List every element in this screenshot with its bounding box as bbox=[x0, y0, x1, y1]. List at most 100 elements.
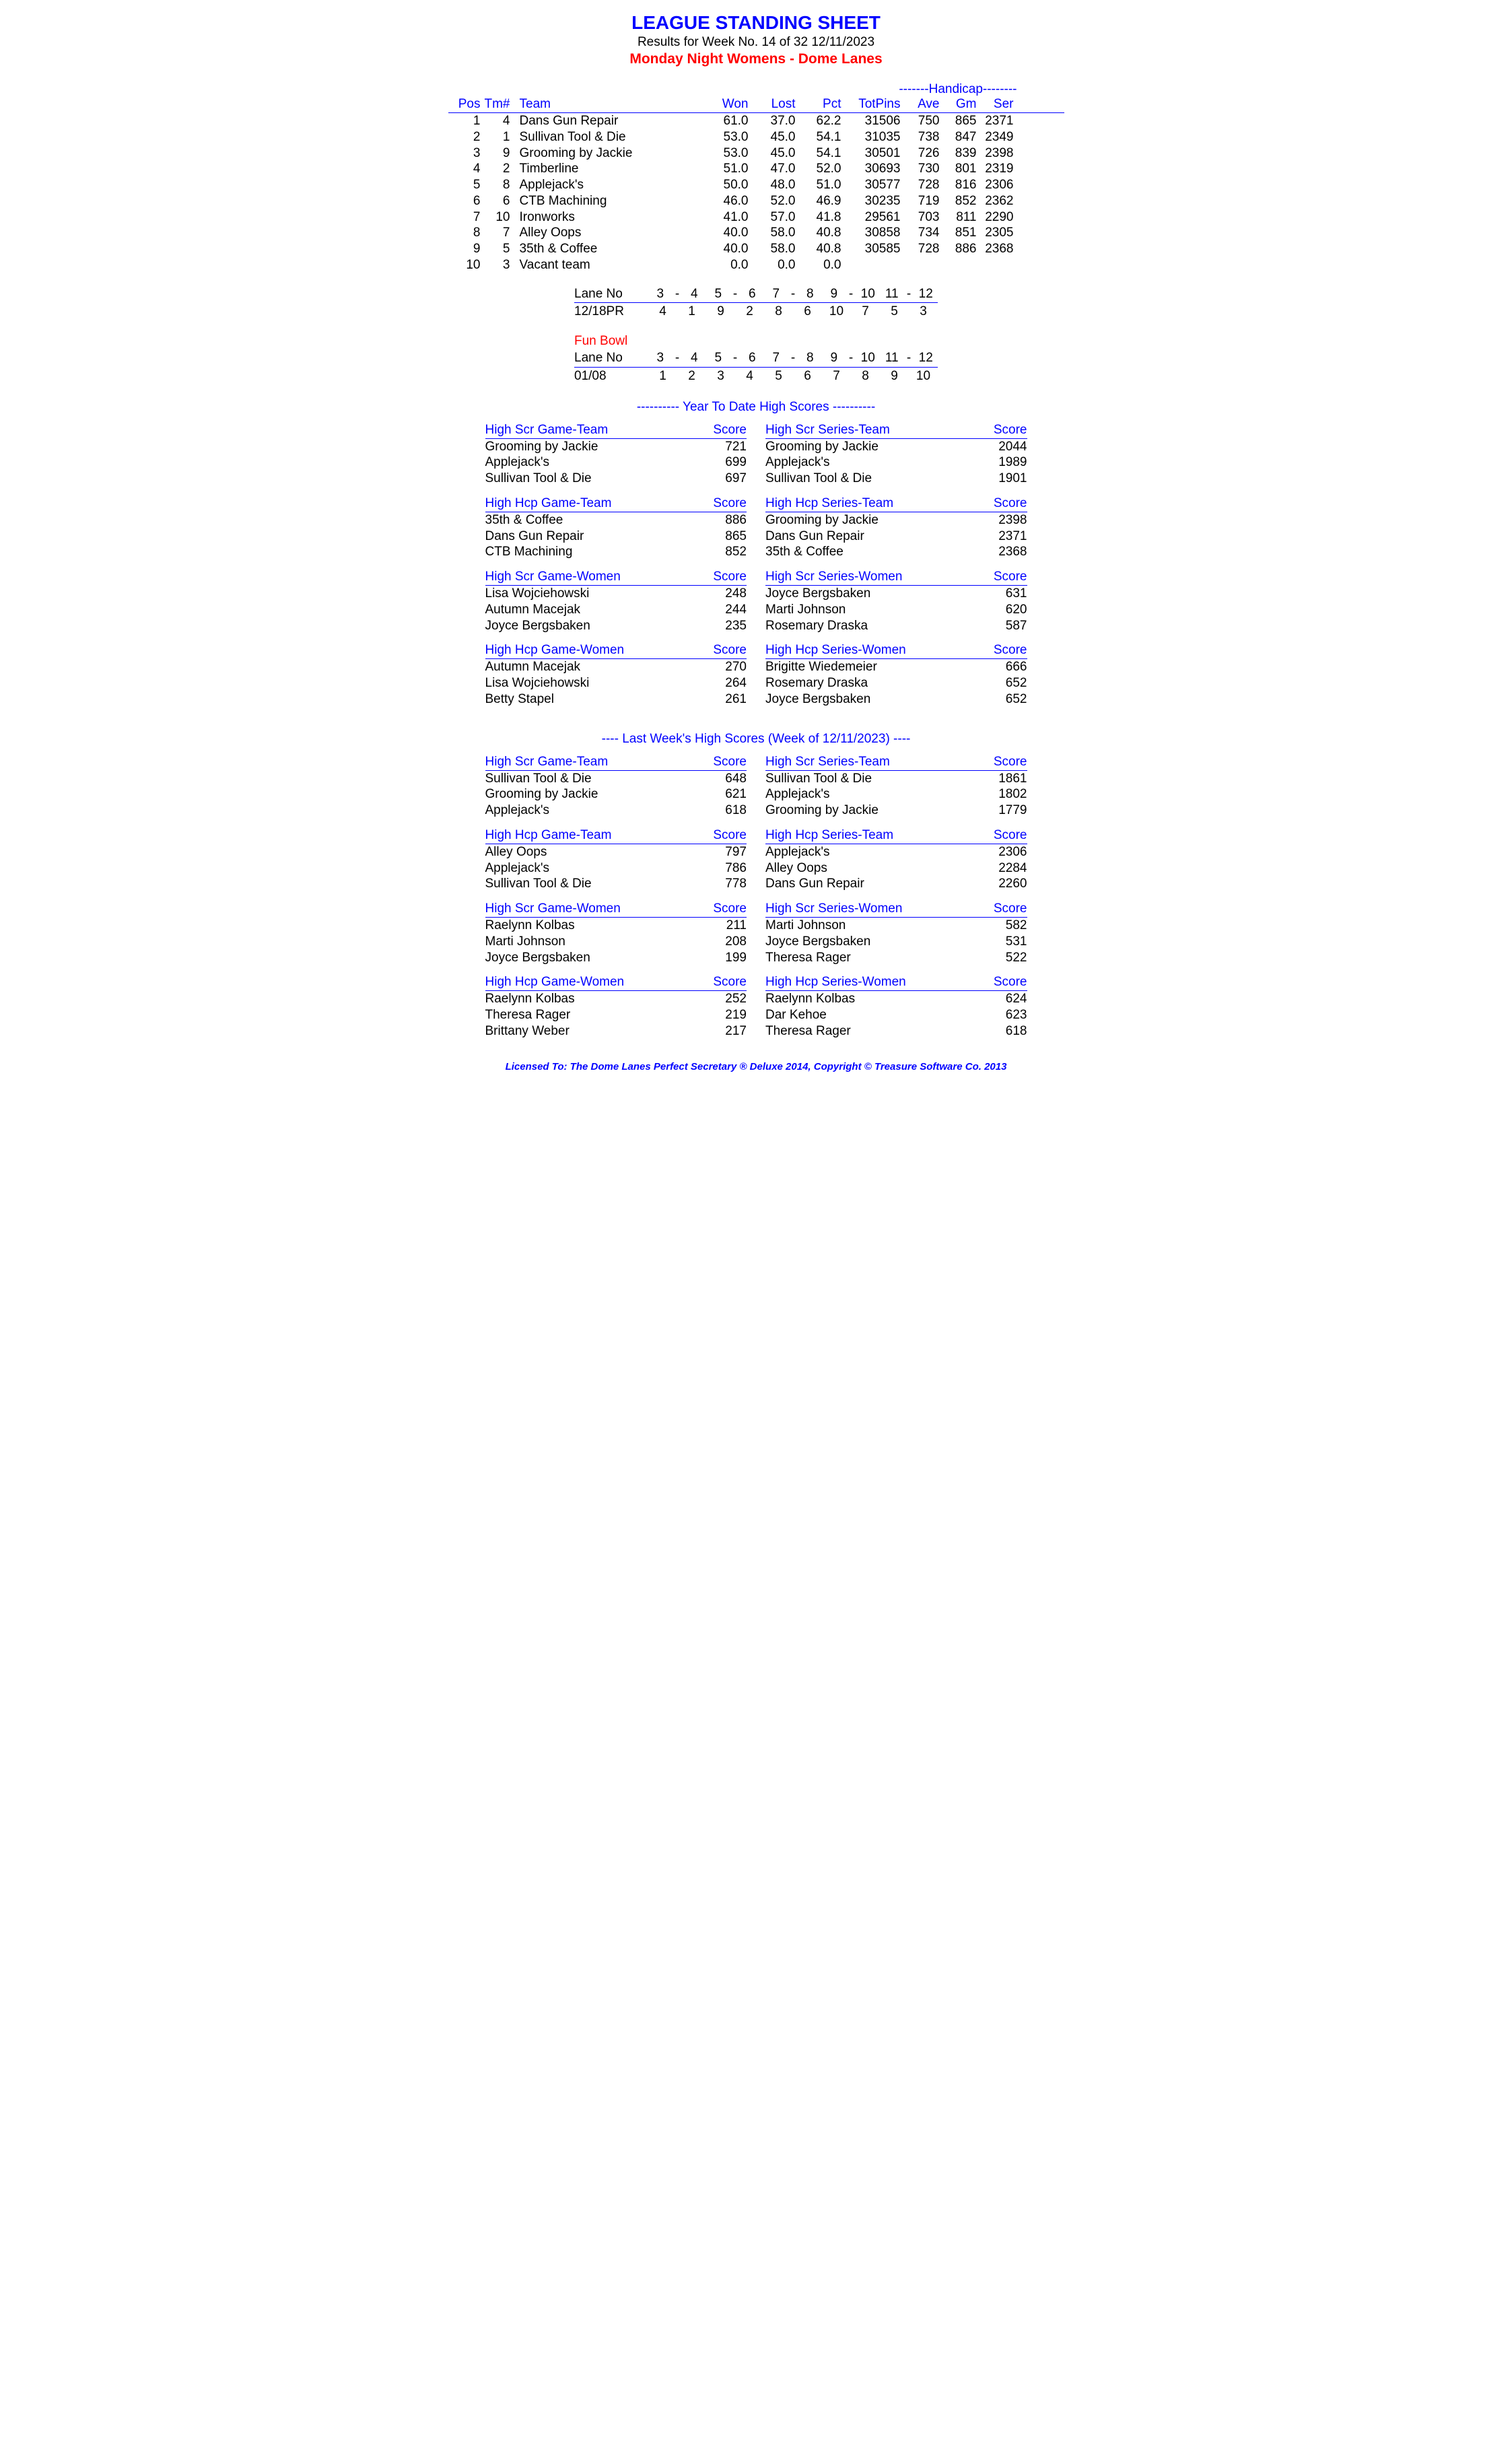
score-row: Grooming by Jackie2398 bbox=[765, 512, 1027, 528]
score-row: Lisa Wojciehowski264 bbox=[485, 675, 747, 691]
ytd-title: ---------- Year To Date High Scores ----… bbox=[448, 400, 1064, 415]
score-block: High Scr Series-TeamScoreGrooming by Jac… bbox=[765, 423, 1027, 487]
score-header: High Scr Series-TeamScore bbox=[765, 423, 1027, 439]
lastweek-section: High Scr Game-TeamScore Sullivan Tool & D… bbox=[448, 755, 1064, 1049]
score-row: Betty Stapel261 bbox=[485, 691, 747, 708]
table-row: 58Applejack's50.048.051.0305777288162306 bbox=[448, 177, 1064, 193]
lane-pair: 3-4 bbox=[648, 349, 706, 367]
score-row: Autumn Macejak244 bbox=[485, 602, 747, 618]
score-header: High Hcp Series-TeamScore bbox=[765, 828, 1027, 844]
lane-pair: 5-6 bbox=[706, 285, 764, 303]
table-row: 66CTB Machining46.052.046.93023571985223… bbox=[448, 193, 1064, 209]
score-row: Joyce Bergsbaken631 bbox=[765, 586, 1027, 602]
score-row: Marti Johnson208 bbox=[485, 934, 747, 950]
standings-table: Pos Tm# Team Won Lost Pct TotPins Ave Gm… bbox=[448, 97, 1064, 273]
score-block: High Hcp Game-TeamScore35th & Coffee886D… bbox=[485, 496, 747, 560]
funbowl-label: Fun Bowl bbox=[574, 333, 648, 350]
lane-assign: 86 bbox=[764, 303, 822, 320]
lane-pair: 11-12 bbox=[880, 285, 938, 303]
score-block: High Scr Game-WomenScoreRaelynn Kolbas21… bbox=[485, 901, 747, 965]
score-header: High Scr Series-WomenScore bbox=[765, 570, 1027, 586]
lane-assign: 56 bbox=[764, 368, 822, 385]
score-header: High Hcp Series-WomenScore bbox=[765, 643, 1027, 659]
table-row: 710Ironworks41.057.041.8295617038112290 bbox=[448, 209, 1064, 226]
score-row: Applejack's1989 bbox=[765, 454, 1027, 471]
score-row: Sullivan Tool & Die1861 bbox=[765, 771, 1027, 787]
ytd-section: High Scr Game-TeamScoreGrooming by Jacki… bbox=[448, 423, 1064, 717]
score-row: Applejack's786 bbox=[485, 860, 747, 877]
page-title: LEAGUE STANDING SHEET bbox=[448, 12, 1064, 34]
lane-pair: 7-8 bbox=[764, 349, 822, 367]
score-block: High Hcp Series-WomenScoreBrigitte Wiede… bbox=[765, 643, 1027, 707]
score-row: Raelynn Kolbas252 bbox=[485, 991, 747, 1007]
score-row: Autumn Macejak270 bbox=[485, 659, 747, 675]
col-team: Team bbox=[513, 97, 701, 112]
lane-pair: 9-10 bbox=[822, 349, 880, 367]
score-header: High Scr Game-WomenScore bbox=[485, 570, 747, 586]
lane-label: Lane No bbox=[574, 285, 648, 303]
lane-pair: 7-8 bbox=[764, 285, 822, 303]
score-block: High Scr Game-TeamScoreGrooming by Jacki… bbox=[485, 423, 747, 487]
score-block: High Hcp Game-WomenScoreRaelynn Kolbas25… bbox=[485, 975, 747, 1039]
score-row: Rosemary Draska587 bbox=[765, 618, 1027, 634]
table-row: 9535th & Coffee40.058.040.83058572888623… bbox=[448, 241, 1064, 257]
col-pos: Pos bbox=[448, 97, 481, 112]
score-header: High Hcp Series-WomenScore bbox=[765, 975, 1027, 991]
score-row: Sullivan Tool & Die1901 bbox=[765, 471, 1027, 487]
col-lost: Lost bbox=[749, 97, 796, 112]
table-row: 87Alley Oops40.058.040.8308587348512305 bbox=[448, 225, 1064, 241]
score-row: Alley Oops797 bbox=[485, 844, 747, 860]
lane-assign: 41 bbox=[648, 303, 706, 320]
handicap-label: -------Handicap-------- bbox=[448, 82, 1064, 97]
score-block: High Scr Series-WomenScoreMarti Johnson5… bbox=[765, 901, 1027, 965]
score-block: High Scr Series-TeamScoreSullivan Tool &… bbox=[765, 755, 1027, 819]
lane-assign: 12 bbox=[648, 368, 706, 385]
score-row: Raelynn Kolbas624 bbox=[765, 991, 1027, 1007]
table-row: 42Timberline51.047.052.0306937308012319 bbox=[448, 161, 1064, 177]
footer-license: Licensed To: The Dome Lanes Perfect Secr… bbox=[448, 1061, 1064, 1072]
score-header: High Scr Series-TeamScore bbox=[765, 755, 1027, 771]
score-block: High Scr Game-TeamScoreSullivan Tool & D… bbox=[485, 755, 747, 819]
lane-pair: 11-12 bbox=[880, 349, 938, 367]
score-row: Grooming by Jackie2044 bbox=[765, 439, 1027, 455]
table-row: 103Vacant team0.00.00.0 bbox=[448, 257, 1064, 273]
score-header: High Scr Game-TeamScore bbox=[485, 755, 747, 771]
score-row: Applejack's699 bbox=[485, 454, 747, 471]
score-row: Marti Johnson582 bbox=[765, 918, 1027, 934]
score-row: Theresa Rager618 bbox=[765, 1023, 1027, 1039]
score-header: High Scr Series-WomenScore bbox=[765, 901, 1027, 918]
lane-assign: 34 bbox=[706, 368, 764, 385]
score-row: Joyce Bergsbaken235 bbox=[485, 618, 747, 634]
col-won: Won bbox=[701, 97, 749, 112]
score-row: Rosemary Draska652 bbox=[765, 675, 1027, 691]
col-ave: Ave bbox=[901, 97, 940, 112]
score-block: High Hcp Game-TeamScoreAlley Oops797Appl… bbox=[485, 828, 747, 892]
score-header: High Hcp Game-WomenScore bbox=[485, 975, 747, 991]
score-row: Brittany Weber217 bbox=[485, 1023, 747, 1039]
lane-pair: 3-4 bbox=[648, 285, 706, 303]
score-row: Grooming by Jackie1779 bbox=[765, 802, 1027, 819]
lane-assign: 92 bbox=[706, 303, 764, 320]
score-row: Theresa Rager522 bbox=[765, 950, 1027, 966]
lane-schedule-1: Lane No 3-4 5-6 7-8 9-10 11-12 12/18PR 4… bbox=[574, 285, 938, 320]
score-row: Marti Johnson620 bbox=[765, 602, 1027, 618]
score-row: Joyce Bergsbaken652 bbox=[765, 691, 1027, 708]
score-row: Dans Gun Repair2371 bbox=[765, 528, 1027, 545]
score-row: CTB Machining852 bbox=[485, 544, 747, 560]
results-line: Results for Week No. 14 of 32 12/11/2023 bbox=[448, 35, 1064, 50]
lane-assign: 910 bbox=[880, 368, 938, 385]
score-row: Raelynn Kolbas211 bbox=[485, 918, 747, 934]
score-row: Applejack's618 bbox=[485, 802, 747, 819]
score-row: Theresa Rager219 bbox=[485, 1007, 747, 1023]
col-ser: Ser bbox=[977, 97, 1014, 112]
table-row: 21Sullivan Tool & Die53.045.054.13103573… bbox=[448, 129, 1064, 145]
score-row: Grooming by Jackie621 bbox=[485, 786, 747, 802]
score-row: Dans Gun Repair2260 bbox=[765, 876, 1027, 892]
score-block: High Hcp Series-WomenScoreRaelynn Kolbas… bbox=[765, 975, 1027, 1039]
col-pct: Pct bbox=[796, 97, 841, 112]
score-block: High Hcp Series-TeamScoreApplejack's2306… bbox=[765, 828, 1027, 892]
score-row: Joyce Bergsbaken531 bbox=[765, 934, 1027, 950]
score-row: Dar Kehoe623 bbox=[765, 1007, 1027, 1023]
lane-assign: 78 bbox=[822, 368, 880, 385]
score-row: Brigitte Wiedemeier666 bbox=[765, 659, 1027, 675]
